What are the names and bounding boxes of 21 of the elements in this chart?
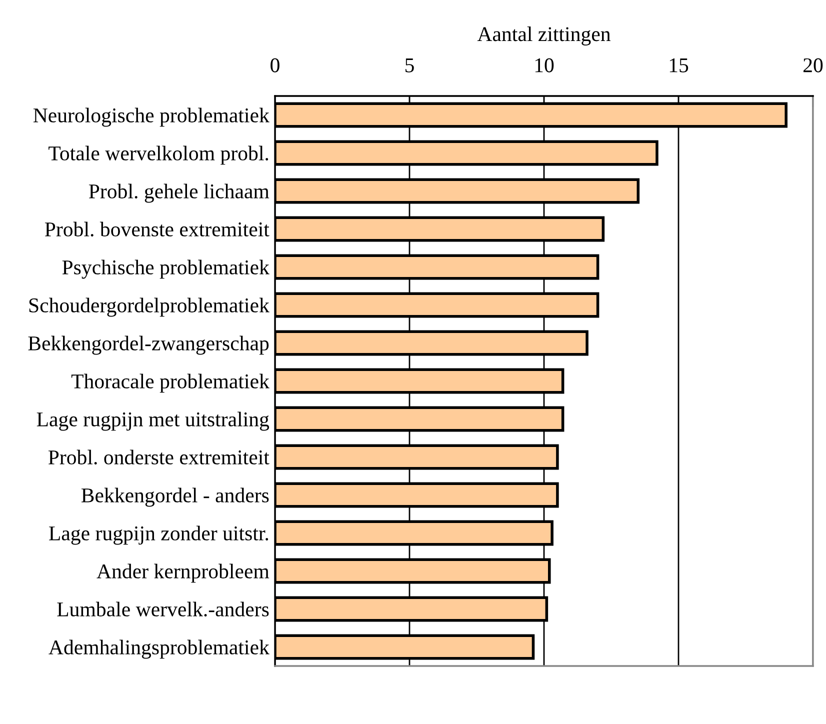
y-tick-label: Probl. gehele lichaam xyxy=(88,184,270,203)
y-tick-label: Totale wervelkolom probl. xyxy=(48,146,268,165)
y-tick-label: Lumbale wervelk.-anders xyxy=(57,602,269,617)
y-tick-label: Bekkengordel-zwangerschap xyxy=(28,336,269,355)
y-tick-label: Schoudergordelproblematiek xyxy=(29,298,270,317)
y-tick-label: Bekkengordel - anders xyxy=(81,488,269,507)
y-tick-label: Lage rugpijn zonder uitstr. xyxy=(49,526,268,545)
y-tick-label: Ander kernprobleem xyxy=(96,564,270,583)
y-tick-label: Ademhalingsproblematiek xyxy=(48,640,270,659)
y-tick-label: Neurologische problematiek xyxy=(33,108,270,127)
x-tick-label: 15 xyxy=(670,58,688,72)
y-tick-label: Lage rugpijn met uitstraling xyxy=(36,412,270,431)
x-tick-label: 0 xyxy=(270,58,280,72)
y-tick-label: Probl. bovenste extremiteit xyxy=(44,222,270,237)
y-tick-label: Thoracale problematiek xyxy=(71,374,270,393)
x-tick-label: 5 xyxy=(406,58,414,72)
x-tick-label: 10 xyxy=(535,58,554,72)
x-axis-title: Aantal zittingen xyxy=(477,26,610,46)
x-tick-label: 20 xyxy=(804,58,823,72)
y-tick-label: Psychische problematiek xyxy=(62,260,270,279)
y-tick-label: Probl. onderste extremiteit xyxy=(48,450,270,465)
